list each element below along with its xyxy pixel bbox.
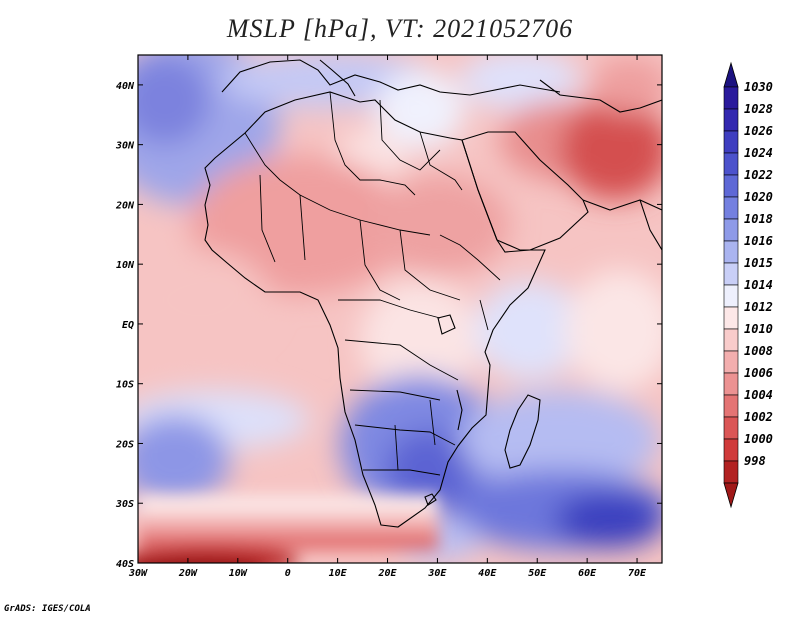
coastlines [204, 59, 662, 528]
colorbar-label: 1008 [744, 344, 773, 358]
colorbar-swatch [723, 350, 739, 374]
colorbar-swatch [723, 108, 739, 132]
lon-label: 70E [628, 568, 647, 579]
colorbar-label: 1012 [744, 300, 773, 314]
lon-label: 10E [329, 568, 348, 579]
map-frame [137, 54, 663, 564]
colorbar-label: 1020 [744, 190, 773, 204]
colorbar-swatch [723, 416, 739, 440]
lat-label: 20S [115, 439, 134, 450]
lat-label: 10N [116, 260, 135, 271]
colorbar-label: 1010 [744, 322, 773, 336]
colorbar-swatch [723, 152, 739, 176]
colorbar-swatch [723, 328, 739, 352]
colorbar-swatch [723, 306, 739, 330]
pressure-field [138, 55, 662, 563]
colorbar-swatch [723, 372, 739, 396]
country-borders [244, 91, 501, 476]
colorbar-swatch [723, 460, 739, 484]
colorbar-label: 1016 [744, 234, 773, 248]
colorbar-label: 1022 [744, 168, 773, 182]
colorbar-swatch [723, 174, 739, 198]
lon-label: 30W [128, 568, 148, 579]
colorbar-swatch [723, 284, 739, 308]
lat-label: EQ [122, 320, 134, 331]
lat-label: 10S [116, 380, 134, 391]
colorbar-label: 1015 [744, 256, 773, 270]
colorbar-swatch [723, 218, 739, 242]
lon-label: 30E [427, 568, 447, 579]
colorbar-swatch [723, 394, 739, 418]
colorbar-swatch [723, 438, 739, 462]
colorbar-swatch [723, 240, 739, 264]
colorbar-top-arrow [723, 61, 739, 88]
lon-label: 20W [178, 568, 198, 579]
lon-label: 10W [229, 568, 248, 579]
colorbar-swatch [723, 130, 739, 154]
lat-label: 40S [116, 559, 134, 570]
colorbar-label: 1028 [744, 102, 773, 116]
colorbar-label: 998 [744, 454, 766, 468]
lat-label: 30N [115, 141, 135, 152]
lon-label: 20E [377, 568, 397, 579]
colorbar-label: 1002 [744, 410, 773, 424]
lat-label: 30S [115, 499, 134, 510]
colorbar-label: 1024 [744, 146, 773, 160]
map-axes: 30W 20W 10W 0 10E 20E 30E 40E 50E 60E 70E 40N 30N 20N… [115, 55, 662, 579]
colorbar-swatch [723, 86, 739, 110]
colorbar-swatch [723, 196, 739, 220]
colorbar-label: 1014 [744, 278, 773, 292]
colorbar-label: 1030 [744, 80, 773, 94]
credit-text: GrADS: IGES/COLA [4, 604, 91, 614]
colorbar-label: 1018 [744, 212, 773, 226]
colorbar-swatch [723, 262, 739, 286]
colorbar-label: 1004 [744, 388, 773, 402]
lon-label: 50E [528, 568, 547, 579]
lat-label: 40N [116, 81, 135, 92]
lat-label: 20N [115, 200, 135, 211]
colorbar: 1030 1028 1026 1024 1022 1020 1018 1016 1015 1014… [723, 61, 773, 509]
colorbar-bottom-arrow [723, 482, 739, 509]
lon-label: 40E [478, 568, 497, 579]
map-title: MSLP [hPa], VT: 2021052706 [226, 14, 574, 43]
colorbar-label: 1000 [744, 432, 773, 446]
colorbar-label: 1006 [744, 366, 773, 380]
lon-label: 0 [285, 568, 291, 579]
lon-label: 60E [578, 568, 597, 579]
colorbar-label: 1026 [744, 124, 773, 138]
